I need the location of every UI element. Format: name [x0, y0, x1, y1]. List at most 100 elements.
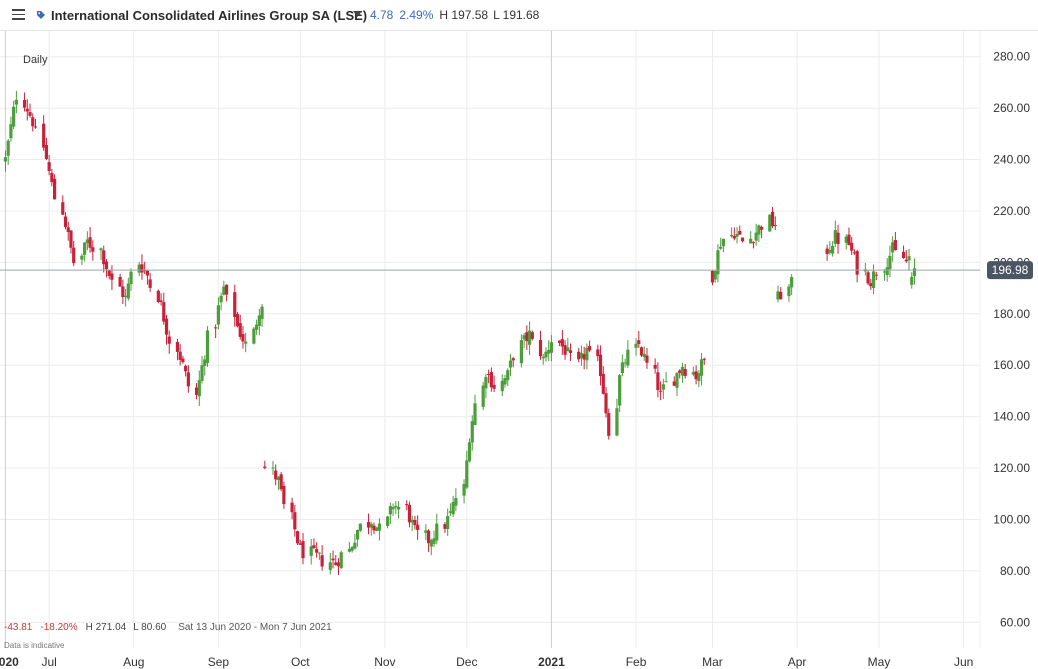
candle-body	[279, 474, 283, 490]
candle-body	[224, 284, 229, 295]
x-tick-label: May	[868, 655, 891, 669]
candle-body	[530, 332, 534, 339]
candle-body	[691, 372, 695, 375]
data-indicative-note: Data is indicative	[4, 641, 65, 650]
range-high: H 271.04	[85, 622, 127, 633]
current-price-tag	[987, 261, 1033, 280]
candle-body	[563, 345, 567, 355]
caret-down-icon[interactable]	[353, 11, 362, 17]
candle-body	[312, 545, 316, 549]
candle-body	[833, 229, 837, 244]
candle-body	[394, 505, 398, 508]
candle-body	[713, 270, 717, 280]
candle-body	[448, 511, 453, 513]
candle-body	[104, 261, 109, 270]
y-tick-label: 260.00	[993, 101, 1030, 115]
candle-body	[615, 408, 619, 436]
y-tick-label: 100.00	[993, 512, 1030, 526]
candle-body	[869, 283, 873, 287]
candle-body	[219, 295, 223, 303]
candle-body	[773, 225, 777, 227]
candle-body	[790, 277, 794, 288]
candle-body	[9, 124, 13, 139]
candle-body	[506, 370, 510, 381]
candle-body	[178, 351, 182, 360]
candle-body	[405, 504, 409, 506]
candle-body	[710, 270, 715, 283]
price-change-pct: 2.49%	[399, 8, 434, 22]
candle-body	[639, 347, 644, 356]
x-tick-label: Mar	[702, 655, 723, 669]
candle-body	[503, 378, 507, 385]
candle-body	[645, 355, 649, 363]
candle-body	[855, 251, 859, 275]
candle-body	[500, 380, 504, 392]
x-tick-label: Oct	[291, 655, 310, 669]
candle-body	[779, 291, 783, 300]
candle-body	[197, 380, 201, 397]
candle-body	[467, 442, 472, 462]
x-tick-label: Feb	[626, 655, 647, 669]
candle-body	[661, 384, 665, 390]
candle-body	[852, 252, 857, 254]
candle-body	[579, 352, 584, 359]
range-summary: -43.81 -18.20% H 271.04 L 80.60 Sat 13 Jun 2…	[4, 622, 332, 633]
candle-body	[847, 234, 851, 246]
instrument-title[interactable]: International Consolidated Airlines Grou…	[51, 8, 368, 23]
candle-body	[787, 286, 791, 297]
candle-body	[729, 234, 734, 237]
candle-body	[14, 99, 18, 105]
candle-body	[492, 384, 496, 389]
candle-body	[50, 172, 54, 183]
candle-body	[443, 524, 447, 529]
candle-body	[866, 272, 870, 284]
candle-body	[558, 340, 562, 343]
candle-body	[31, 117, 35, 127]
candle-body	[678, 370, 682, 373]
candle-body	[28, 112, 32, 116]
candle-body	[844, 236, 848, 243]
candle-body	[541, 356, 545, 359]
candle-body	[271, 467, 275, 469]
price-stats: 4.78 2.49% H 197.58 L 191.68	[370, 8, 539, 22]
timeframe-label[interactable]: Daily	[23, 54, 48, 66]
candle-body	[749, 238, 753, 244]
candle-body	[375, 527, 379, 531]
candle-body	[336, 562, 341, 567]
candle-body	[72, 247, 76, 264]
candle-body	[102, 250, 106, 265]
candle-body	[391, 507, 395, 510]
candle-body	[659, 390, 663, 392]
candle-body	[446, 516, 450, 530]
x-tick-label: Aug	[123, 655, 144, 669]
candle-body	[487, 374, 491, 376]
candle-body	[61, 202, 65, 215]
candle-body	[137, 264, 141, 273]
candle-body	[238, 323, 242, 337]
candle-body	[145, 270, 150, 276]
candle-body	[175, 341, 180, 352]
candle-body	[167, 336, 171, 344]
candle-body	[301, 541, 305, 559]
candle-body	[216, 305, 220, 325]
candle-body	[560, 339, 564, 347]
x-tick-label: Sep	[208, 655, 230, 669]
candle-body	[263, 466, 267, 469]
candle-body	[547, 349, 551, 354]
candle-body	[508, 360, 513, 368]
candle-body	[582, 354, 586, 360]
day-low: L 191.68	[493, 8, 540, 22]
candle-body	[388, 506, 392, 515]
y-tick-label: 140.00	[993, 410, 1030, 424]
candle-body	[770, 211, 775, 227]
x-tick-label: Apr	[788, 655, 807, 669]
candle-body	[825, 248, 829, 255]
candle-body	[680, 366, 685, 376]
candle-body	[721, 238, 725, 247]
candle-body	[544, 351, 548, 358]
candle-body	[386, 516, 390, 526]
hamburger-menu-icon[interactable]	[12, 9, 25, 20]
candle-body	[601, 373, 605, 394]
candle-body	[83, 242, 87, 255]
